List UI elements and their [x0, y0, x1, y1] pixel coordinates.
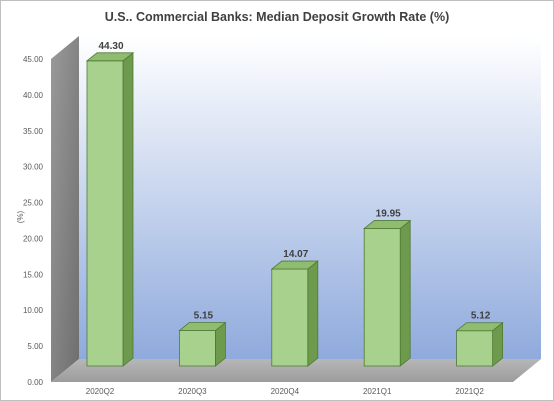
data-label: 19.95 — [376, 209, 401, 220]
bar-2020Q2 — [85, 51, 135, 367]
x-tick-label: 2020Q4 — [271, 387, 300, 396]
y-tick-label: 25.00 — [23, 199, 44, 208]
y-tick-label: 40.00 — [23, 91, 44, 100]
data-label: 44.30 — [98, 41, 123, 52]
bar-2021Q1 — [363, 219, 412, 367]
data-label: 5.12 — [471, 311, 491, 322]
chart-title: U.S.. Commercial Banks: Median Deposit G… — [105, 10, 450, 24]
x-tick-label: 2020Q2 — [86, 387, 115, 396]
data-label: 14.07 — [283, 249, 308, 260]
y-tick-label: 15.00 — [23, 270, 44, 279]
side-wall — [51, 36, 79, 382]
data-labels: 44.30 5.15 14.07 19.95 5.12 — [98, 41, 490, 322]
y-axis-label: (%) — [16, 210, 25, 223]
bar-2021Q2 — [455, 321, 504, 367]
bar-top — [363, 220, 412, 229]
bar-front — [271, 268, 309, 367]
bar-side — [399, 219, 411, 367]
y-tick-label: 20.00 — [23, 234, 44, 243]
floor — [51, 359, 541, 382]
x-axis-ticks: 2020Q2 2020Q3 2020Q4 2021Q1 2021Q2 — [86, 387, 485, 396]
x-tick-label: 2021Q1 — [363, 387, 392, 396]
y-tick-label: 30.00 — [23, 163, 44, 172]
data-label: 5.15 — [194, 311, 214, 322]
bar-top — [85, 52, 135, 62]
y-tick-label: 0.00 — [27, 378, 43, 387]
bar-side — [122, 51, 134, 367]
y-tick-label: 35.00 — [23, 127, 44, 136]
y-tick-label: 10.00 — [23, 306, 44, 315]
back-wall — [79, 36, 541, 359]
bar-front — [363, 228, 401, 367]
bars — [85, 51, 504, 367]
bar-top — [178, 322, 227, 331]
bar-2020Q3 — [178, 321, 227, 367]
y-axis-ticks: 0.00 5.00 10.00 15.00 20.00 25.00 30.00 35.00 40… — [23, 55, 44, 387]
bar-2020Q4 — [270, 260, 319, 367]
bar-top — [455, 322, 504, 332]
x-tick-label: 2020Q3 — [178, 387, 207, 396]
x-tick-label: 2021Q2 — [455, 387, 484, 396]
bar-top — [270, 260, 319, 270]
bar-front — [178, 330, 216, 367]
bar-side — [307, 260, 319, 367]
bar-front — [456, 330, 494, 367]
y-tick-label: 45.00 — [23, 55, 44, 64]
bar-front — [86, 60, 124, 367]
y-tick-label: 5.00 — [27, 342, 43, 351]
